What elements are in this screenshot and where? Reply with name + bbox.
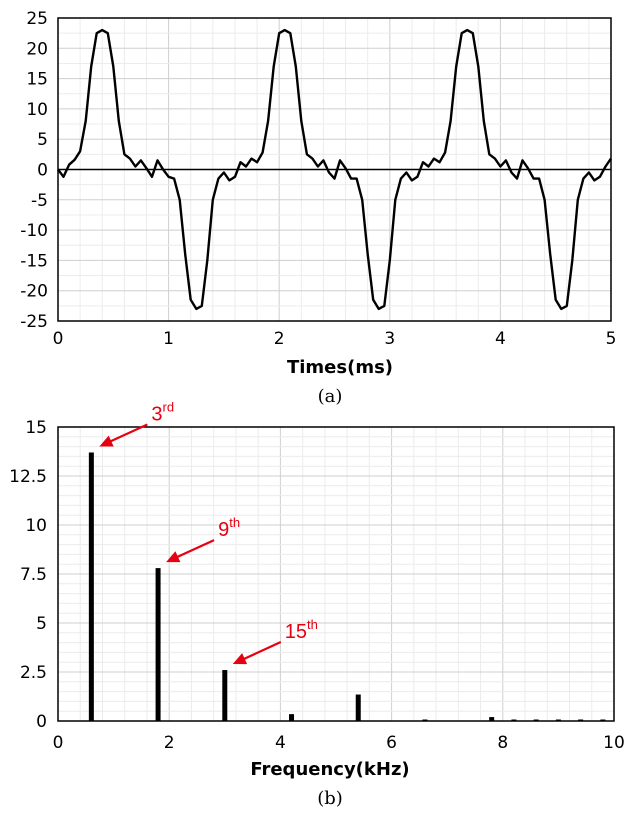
panel-b-bar (555, 719, 561, 721)
panel-b-x-tick-label: 0 (53, 733, 64, 753)
panel-b-bar (222, 670, 228, 721)
panel-b-x-tick-label: 4 (275, 733, 286, 753)
panel-b-harmonic-annotation: 3rd (99, 399, 174, 447)
panel-a-x-axis-label: Times(ms) (287, 357, 393, 378)
panel-b-annotation-arrowhead (166, 551, 181, 563)
panel-b-bar (489, 717, 495, 721)
panel-b-bar (600, 719, 606, 721)
panel-b-harmonic-annotation: 9th (166, 515, 240, 563)
panel-a-y-tick-label: -10 (20, 221, 48, 241)
panel-a-x-tick-label: 3 (384, 329, 395, 349)
panel-b-bar (511, 719, 517, 721)
panel-a-tick-labels: 0 1 2 3 4 5 25 20 15 10 5 0 -5 -10 -15 -20 -25 (20, 9, 616, 349)
panel-b-annotation-label: 9th (218, 515, 240, 541)
panel-b-bar (289, 714, 295, 721)
panel-b-y-tick-label: 10 (25, 516, 47, 536)
panel-a-y-tick-label: 10 (26, 100, 48, 120)
panel-b-annotation-arrowhead (232, 653, 248, 665)
panel-b-bars (88, 452, 606, 721)
panel-b-x-tick-label: 8 (497, 733, 508, 753)
panel-b-y-tick-label: 5 (36, 614, 47, 634)
panel-a-y-tick-label: 0 (37, 161, 48, 181)
panel-a-y-tick-label: -25 (20, 312, 48, 332)
panel-b-bar (422, 719, 428, 721)
panel-b-caption: (b) (317, 788, 343, 809)
panel-b-y-tick-label: 2.5 (20, 663, 47, 683)
panel-b-bar (88, 452, 94, 721)
panel-a-y-tick-label: 20 (26, 39, 48, 59)
panel-b-grid (57, 426, 615, 722)
panel-b-chart: 3rd 9th 15th 0 2 4 6 8 10 15 12.5 10 7.5 5 2.5 0 Frequ… (9, 399, 625, 809)
panel-a-y-tick-label: 15 (26, 70, 48, 90)
panel-b-plot-frame (57, 426, 615, 722)
panel-b-y-tick-label: 7.5 (20, 565, 47, 585)
panel-b-annotation-arrow-shaft (108, 423, 148, 443)
panel-b-annotation-arrow-shaft (242, 641, 282, 661)
panel-a-y-tick-label: 25 (26, 9, 48, 29)
panel-a-x-tick-label: 2 (274, 329, 285, 349)
panel-a-x-tick-label: 0 (53, 329, 64, 349)
panel-b-tick-labels: 0 2 4 6 8 10 15 12.5 10 7.5 5 2.5 0 (9, 418, 625, 753)
panel-b-bar (533, 719, 539, 721)
panel-a-x-tick-label: 4 (495, 329, 506, 349)
panel-b-annotation-arrowhead (99, 435, 114, 447)
panel-a-caption: (a) (318, 386, 343, 407)
panel-b-y-tick-label: 0 (36, 712, 47, 732)
panel-b-bar (155, 568, 161, 721)
panel-a-x-tick-label: 1 (163, 329, 174, 349)
panel-b-annotation-label: 15th (285, 617, 318, 643)
panel-a-chart: 0 1 2 3 4 5 25 20 15 10 5 0 -5 -10 -15 -20 -25 Times(ms)… (20, 9, 616, 407)
panel-a-y-tick-label: 5 (37, 130, 48, 150)
panel-a-y-tick-label: -5 (31, 191, 48, 211)
panel-b-bar (578, 719, 584, 721)
panel-a-waveform-line (57, 28, 612, 311)
panel-b-x-tick-label: 10 (603, 733, 625, 753)
panel-b-x-tick-label: 6 (386, 733, 397, 753)
panel-b-y-tick-label: 12.5 (9, 467, 47, 487)
panel-b-y-tick-label: 15 (25, 418, 47, 438)
panel-b-bar (355, 694, 361, 721)
panel-a-x-tick-label: 5 (606, 329, 617, 349)
panel-b-x-axis-label: Frequency(kHz) (250, 759, 409, 780)
panel-b-x-tick-label: 2 (164, 733, 175, 753)
panel-b-annotations: 3rd 9th 15th (99, 399, 318, 665)
panel-b-harmonic-annotation: 15th (232, 617, 318, 665)
panel-a-y-tick-label: -20 (20, 282, 48, 302)
panel-a-y-tick-label: -15 (20, 251, 48, 271)
panel-b-annotation-arrow-shaft (175, 539, 215, 559)
panel-b-annotation-label: 3rd (151, 399, 174, 425)
